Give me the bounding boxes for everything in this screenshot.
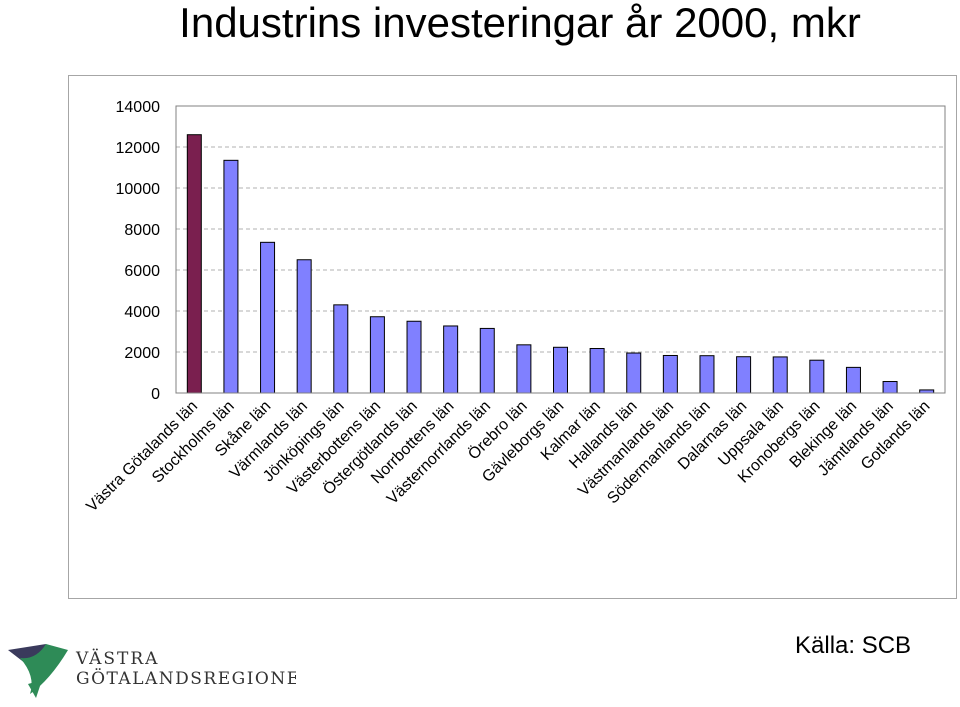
y-tick-label: 10000 <box>116 181 161 198</box>
bar <box>296 259 312 394</box>
y-tick-label: 14000 <box>116 99 161 116</box>
bar <box>516 344 532 394</box>
gridlines <box>176 146 945 353</box>
bar <box>699 355 715 394</box>
logo-text-line2: GÖTALANDSREGIONEN <box>76 668 296 689</box>
y-tick-label: 6000 <box>124 263 160 280</box>
bar <box>882 381 898 394</box>
y-tick-label: 2000 <box>124 345 160 362</box>
y-axis-ticks: 0 2000 4000 6000 8000 10000 12000 14000 <box>116 99 161 403</box>
plot-area-border <box>175 105 946 394</box>
bar-chart: 0 2000 4000 6000 8000 10000 12000 14000 Västra … <box>83 99 946 515</box>
vastra-gotalandsregionen-logo: VÄSTRA GÖTALANDSREGIONEN <box>8 644 296 698</box>
source-label: Källa: SCB <box>795 632 912 659</box>
bar <box>626 352 642 394</box>
bar <box>333 304 349 394</box>
bar <box>553 346 568 394</box>
bar <box>443 325 459 394</box>
bar <box>772 356 788 394</box>
bar <box>260 241 276 394</box>
bar <box>662 354 678 394</box>
bar <box>369 316 385 394</box>
page-title: Industrins investeringar år 2000, mkr <box>179 0 861 46</box>
bar <box>186 134 202 394</box>
bar <box>589 348 605 394</box>
bar <box>223 159 239 394</box>
chart-area: 0 2000 4000 6000 8000 10000 12000 14000 Västra … <box>68 75 957 599</box>
bars <box>186 134 935 394</box>
y-tick-label: 0 <box>151 386 160 403</box>
bar <box>845 366 861 394</box>
y-tick-label: 4000 <box>124 304 160 321</box>
bar <box>809 359 825 394</box>
bar <box>736 356 752 394</box>
bar <box>406 320 422 394</box>
logo-text-line1: VÄSTRA <box>75 648 159 669</box>
y-tick-label: 12000 <box>116 140 161 157</box>
logo-mark-icon <box>8 644 68 698</box>
bar <box>479 327 495 394</box>
y-tick-label: 8000 <box>124 222 160 239</box>
